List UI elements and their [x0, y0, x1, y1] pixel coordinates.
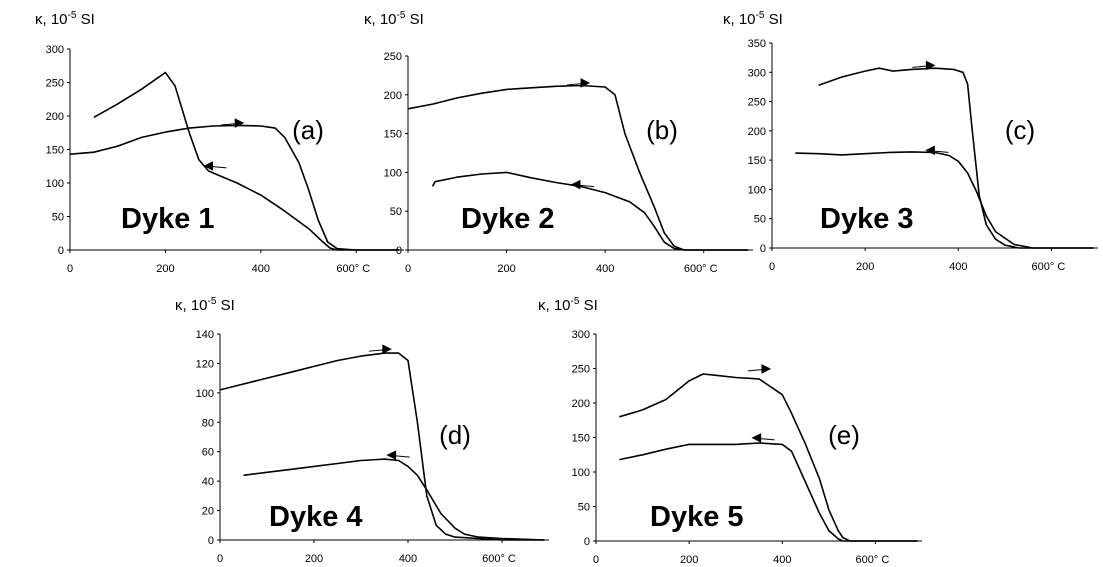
x-tick-label: 600° C [482, 553, 516, 565]
series-line-2 [431, 171, 749, 251]
y-tick-label: 50 [754, 214, 766, 226]
arrow-right-icon [761, 364, 772, 374]
y-tick-label: 100 [46, 178, 64, 190]
y-axis-unit-label: κ, 10-5 SI [364, 10, 424, 28]
series-line-1 [219, 352, 545, 541]
series-line-2 [243, 458, 545, 541]
y-tick-label: 150 [748, 155, 766, 167]
x-tick-label: 200 [856, 261, 874, 273]
y-axis-unit-label: κ, 10-5 SI [175, 296, 235, 314]
arrow-right-icon [234, 118, 245, 128]
y-tick-label: 50 [52, 212, 64, 224]
y-tick-label: 0 [208, 535, 214, 547]
dyke-label: Dyke 3 [820, 203, 914, 235]
panel-letter: (b) [646, 115, 678, 145]
x-tick-label: 400 [399, 553, 417, 565]
series-line-2 [69, 124, 400, 251]
chart-panel-1: 0 50 100 150 200 250 300 0 200 400 600° C κ, 10-5 S… [35, 10, 404, 275]
x-tick-label: 600° C [684, 263, 718, 275]
y-tick-label: 300 [572, 329, 590, 341]
x-tick-label: 200 [680, 554, 698, 566]
y-tick-label: 100 [572, 467, 590, 479]
series-line-1 [93, 71, 400, 251]
y-tick-label: 200 [748, 126, 766, 138]
dyke-label: Dyke 1 [121, 203, 215, 235]
x-tick-label: 600° C [1032, 261, 1066, 273]
series-line-2 [795, 151, 1094, 249]
arrow-left-icon [925, 145, 935, 156]
dyke-label: Dyke 4 [269, 501, 363, 533]
y-tick-label: 150 [572, 433, 590, 445]
arrow-left-icon [203, 161, 214, 171]
x-tick-label: 0 [593, 554, 599, 566]
x-tick-label: 0 [405, 263, 411, 275]
dyke-label: Dyke 2 [461, 203, 555, 235]
panel-letter: (c) [1005, 115, 1035, 145]
y-tick-label: 80 [202, 417, 214, 429]
x-tick-label: 400 [252, 263, 270, 275]
y-tick-label: 200 [572, 398, 590, 410]
y-tick-label: 200 [384, 90, 402, 102]
series-line-1 [818, 67, 1094, 249]
y-tick-label: 100 [196, 388, 214, 400]
y-tick-label: 40 [202, 476, 214, 488]
x-tick-label: 0 [217, 553, 223, 565]
arrow-right-icon [382, 344, 392, 354]
y-tick-label: 200 [46, 111, 64, 123]
chart-panel-4: 0 20 40 60 80 100 120 140 0 200 400 600° C κ, 10-5 S… [175, 296, 549, 565]
chart-panel-3: 0 50 100 150 200 250 300 350 0 200 400 600° C κ, 10-… [723, 10, 1098, 273]
y-axis-unit-label: κ, 10-5 SI [538, 296, 598, 314]
y-tick-label: 250 [384, 51, 402, 63]
arrow-right-icon [925, 60, 936, 71]
x-tick-label: 600° C [336, 263, 370, 275]
y-tick-label: 0 [58, 245, 64, 257]
x-tick-label: 400 [773, 554, 791, 566]
x-tick-label: 400 [949, 261, 967, 273]
x-tick-label: 200 [305, 553, 323, 565]
y-tick-label: 150 [46, 145, 64, 157]
y-tick-label: 0 [760, 243, 766, 255]
y-axis-unit-label: κ, 10-5 SI [35, 10, 95, 28]
x-tick-label: 400 [596, 263, 614, 275]
y-tick-label: 120 [196, 358, 214, 370]
y-tick-label: 250 [572, 364, 590, 376]
y-tick-label: 250 [46, 78, 64, 90]
y-tick-label: 100 [384, 167, 402, 179]
y-tick-label: 300 [748, 67, 766, 79]
x-tick-label: 200 [156, 263, 174, 275]
panel-letter: (e) [828, 420, 860, 450]
series-line-1 [407, 84, 749, 251]
y-tick-label: 20 [202, 506, 214, 518]
chart-panel-5: 0 50 100 150 200 250 300 0 200 400 600° C κ, 10-5 S… [538, 296, 922, 566]
y-tick-label: 350 [748, 38, 766, 50]
y-tick-label: 50 [578, 502, 590, 514]
panel-letter: (a) [292, 115, 324, 145]
series-line-2 [619, 442, 918, 542]
x-tick-label: 200 [497, 263, 515, 275]
x-tick-label: 0 [67, 263, 73, 275]
y-axis-unit-label: κ, 10-5 SI [723, 10, 783, 28]
series-line-1 [619, 373, 918, 542]
x-tick-label: 600° C [856, 554, 890, 566]
arrow-left-icon [751, 433, 762, 443]
dyke-label: Dyke 5 [650, 501, 744, 533]
y-tick-label: 60 [202, 447, 214, 459]
arrow-right-icon [580, 78, 591, 88]
arrow-left-icon [570, 179, 581, 190]
y-tick-label: 150 [384, 129, 402, 141]
y-tick-label: 250 [748, 97, 766, 109]
y-tick-label: 300 [46, 44, 64, 56]
y-tick-label: 140 [196, 329, 214, 341]
y-tick-label: 0 [584, 536, 590, 548]
arrow-left-icon [386, 450, 397, 460]
chart-panel-2: 0 50 100 150 200 250 0 200 400 600° C κ, 10-5 SI (b… [364, 10, 753, 275]
y-tick-label: 0 [396, 245, 402, 257]
y-tick-label: 100 [748, 184, 766, 196]
x-tick-label: 0 [769, 261, 775, 273]
panel-letter: (d) [439, 420, 471, 450]
y-tick-label: 50 [390, 206, 402, 218]
